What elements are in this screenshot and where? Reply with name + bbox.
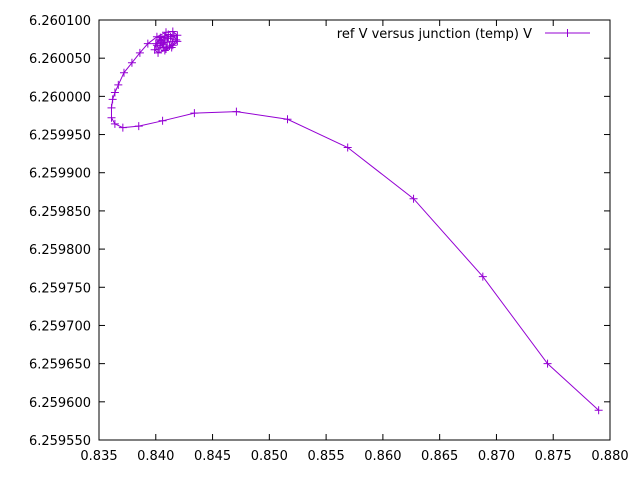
x-tick-label: 0.875: [535, 449, 572, 464]
y-tick-label: 6.259850: [29, 205, 91, 220]
data-point-marker: [111, 89, 119, 97]
data-point-marker: [232, 108, 240, 116]
data-point-marker: [107, 114, 115, 122]
legend: ref V versus junction (temp) V: [337, 27, 590, 42]
x-tick-label: 0.880: [591, 449, 628, 464]
x-tick-label: 0.860: [364, 449, 401, 464]
y-tick-label: 6.259550: [29, 434, 91, 449]
y-tick-label: 6.259900: [29, 167, 91, 182]
y-tick-label: 6.260000: [29, 90, 91, 105]
y-tick-label: 6.259700: [29, 319, 91, 334]
x-tick-label: 0.845: [194, 449, 231, 464]
data-point-marker: [135, 122, 143, 130]
series-line: [111, 31, 598, 410]
x-tick-label: 0.840: [137, 449, 174, 464]
data-point-marker: [111, 120, 119, 128]
x-tick-label: 0.865: [421, 449, 458, 464]
x-tick-label: 0.835: [80, 449, 117, 464]
x-tick-label: 0.855: [308, 449, 345, 464]
data-point-marker: [109, 95, 117, 103]
data-point-marker: [284, 115, 292, 123]
x-tick-label: 0.850: [251, 449, 288, 464]
data-point-marker: [159, 117, 167, 125]
legend-marker: [564, 29, 572, 37]
y-tick-label: 6.259650: [29, 358, 91, 373]
plot-frame: [99, 20, 610, 440]
y-tick-label: 6.259950: [29, 129, 91, 144]
data-point-marker: [119, 124, 127, 132]
y-tick-labels: 6.259550 6.259600 6.259650 6.259700 6.259750…: [29, 14, 91, 449]
y-tick-label: 6.259800: [29, 243, 91, 258]
y-tick-label: 6.260100: [29, 14, 91, 29]
legend-label: ref V versus junction (temp) V: [337, 27, 532, 42]
axis-ticks: [99, 20, 610, 440]
data-point-marker: [114, 81, 122, 89]
data-point-marker: [190, 109, 198, 117]
data-point-marker: [107, 104, 115, 112]
y-tick-label: 6.259750: [29, 281, 91, 296]
y-tick-label: 6.260050: [29, 52, 91, 67]
y-tick-label: 6.259600: [29, 396, 91, 411]
x-tick-label: 0.870: [478, 449, 515, 464]
series-markers: [107, 27, 602, 414]
x-tick-labels: 0.835 0.840 0.845 0.850 0.855 0.860 0.865 0.870…: [80, 449, 628, 464]
